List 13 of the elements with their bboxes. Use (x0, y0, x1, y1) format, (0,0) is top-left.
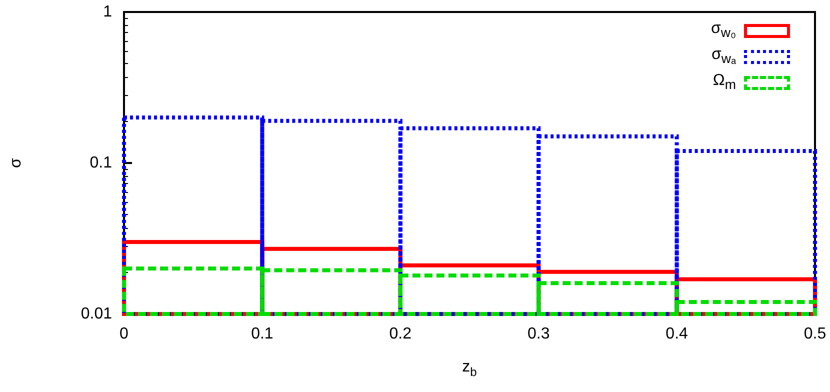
x-tick-label: 0 (120, 326, 129, 342)
x-tick-label: 0.4 (666, 326, 688, 342)
y-tick-label: 1 (103, 4, 112, 20)
x-tick-label: 0.2 (389, 326, 412, 342)
legend-label: σ$_{w₀}$ (710, 19, 736, 42)
y-tick-label: 0.01 (80, 306, 112, 322)
y-axis-title: σ (8, 158, 24, 168)
legend-label: Ω$_{m}$ (712, 71, 736, 95)
x-tick-label: 0.3 (527, 326, 550, 342)
y-tick-label: 0.1 (90, 154, 112, 172)
x-tick-label: 0.5 (804, 326, 826, 342)
legend-label: σ$_{wₐ}$ (712, 45, 736, 68)
x-tick-label: 0.1 (251, 326, 274, 342)
